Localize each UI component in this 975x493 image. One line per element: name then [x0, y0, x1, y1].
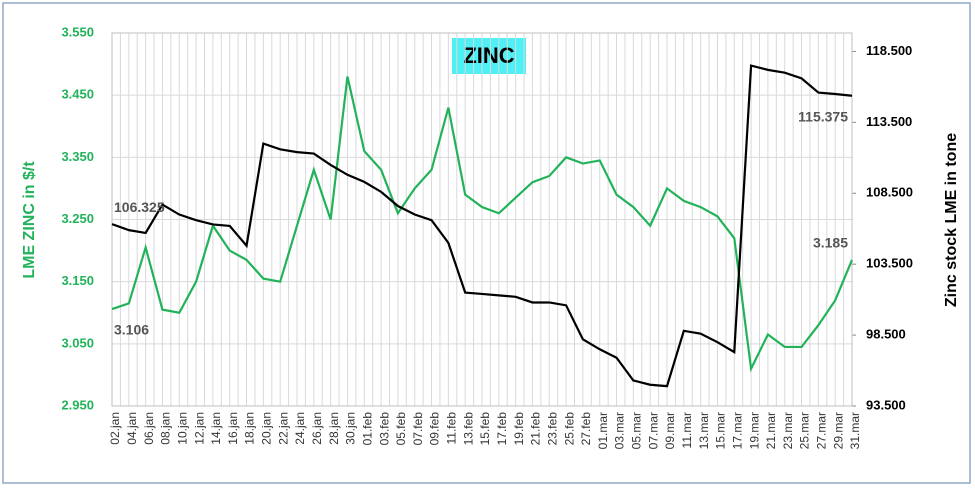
x-tick-label: 31.mar [848, 412, 862, 449]
x-tick-label: 03.feb [377, 412, 391, 446]
x-tick-label: 11.feb [445, 412, 459, 445]
title-box [452, 38, 526, 74]
chart-title: ZINC [463, 43, 514, 68]
x-tick-label: 26.jan [310, 412, 324, 445]
x-tick-label: 13.feb [461, 412, 475, 446]
y2-tick-label: 113.500 [866, 114, 912, 129]
x-tick-label: 05.feb [394, 412, 408, 446]
x-tick-label: 05.mar [630, 412, 644, 449]
frame [2, 2, 971, 484]
x-tick-label: 13.mar [697, 412, 711, 449]
x-tick-label: 06.jan [142, 412, 156, 445]
x-tick-label: 21.feb [529, 412, 543, 446]
x-tick-label: 07.mar [646, 412, 660, 449]
y-tick-label: 3.550 [61, 24, 94, 39]
y2-tick-label: 108.500 [866, 185, 913, 200]
x-tick-label: 01.mar [596, 412, 610, 449]
x-tick-label: 10.jan [175, 412, 189, 445]
x-tick-label: 22.jan [276, 412, 290, 445]
x-tick-label: 19.feb [512, 412, 526, 446]
x-tick-label: 21.mar [764, 412, 778, 449]
y2-tick-label: 103.500 [866, 256, 913, 271]
y-tick-label: 3.250 [61, 211, 94, 226]
x-tick-label: 15.feb [478, 412, 492, 446]
x-tick-label: 23.mar [781, 412, 795, 449]
series-line [111, 76, 854, 373]
x-tick-label: 04.jan [125, 412, 139, 445]
x-tick-label: 30.jan [344, 412, 358, 445]
value-label: 106.325 [114, 199, 165, 215]
x-tick-label: 29.mar [831, 412, 845, 449]
x-tick-label: 27.feb [579, 412, 593, 446]
x-tick-label: 25.mar [798, 412, 812, 449]
value-label: 3.185 [813, 235, 848, 251]
x-tick-label: 18.jan [243, 412, 257, 445]
x-tick-label: 14.jan [209, 412, 223, 445]
value-label: 115.375 [798, 108, 848, 124]
y-tick-label: 3.150 [61, 273, 94, 288]
x-tick-label: 27.mar [815, 412, 829, 449]
x-tick-label: 09.feb [428, 412, 442, 446]
x-tick-label: 24.jan [293, 412, 307, 445]
y2-axis-title: Zinc stock LME in tone [943, 133, 960, 307]
plot-area [111, 32, 853, 407]
y2-tick-label: 93.500 [866, 397, 906, 412]
series-line [111, 64, 853, 388]
y2-tick-label: 118.500 [866, 43, 912, 58]
x-tick-label: 11.mar [680, 412, 694, 448]
y-tick-label: 3.050 [61, 335, 94, 350]
x-tick-label: 16.jan [226, 412, 240, 445]
y-tick-label: 3.450 [61, 87, 94, 102]
value-label: 3.106 [114, 322, 149, 338]
x-tick-label: 02.jan [108, 412, 122, 445]
x-tick-label: 25.feb [562, 412, 576, 446]
x-tick-label: 17.mar [730, 412, 744, 449]
x-tick-label: 01.feb [360, 412, 374, 446]
x-tick-label: 08.jan [159, 412, 173, 445]
x-tick-label: 20.jan [260, 412, 274, 445]
x-tick-label: 07.feb [411, 412, 425, 446]
y-tick-label: 3.350 [61, 149, 94, 164]
x-tick-label: 12.jan [192, 412, 206, 445]
x-tick-label: 28.jan [327, 412, 341, 445]
y2-tick-label: 98.500 [866, 327, 906, 342]
y-axis-title: LME ZINC in $/t [21, 161, 38, 279]
x-tick-label: 23.feb [545, 412, 559, 446]
x-tick-label: 15.mar [714, 412, 728, 449]
x-tick-label: 19.mar [747, 412, 761, 449]
x-tick-label: 09.mar [663, 412, 677, 449]
x-tick-label: 03.mar [613, 412, 627, 449]
y-tick-label: 2.950 [61, 397, 94, 412]
x-tick-label: 17.feb [495, 412, 509, 446]
